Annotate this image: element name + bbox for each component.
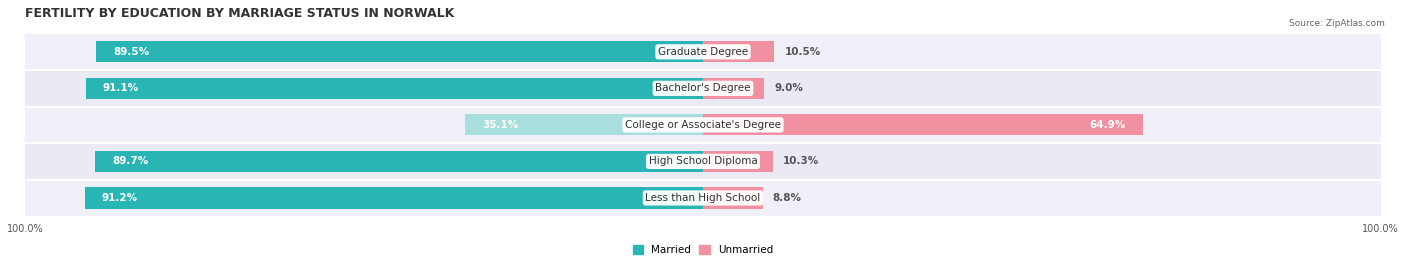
Text: 64.9%: 64.9% [1090, 120, 1126, 130]
Bar [465, 114, 703, 136]
Text: 9.0%: 9.0% [775, 83, 803, 93]
Bar [86, 78, 703, 99]
Bar [84, 187, 703, 208]
Text: 89.5%: 89.5% [114, 47, 149, 57]
Text: Graduate Degree: Graduate Degree [658, 47, 748, 57]
Bar [703, 151, 773, 172]
Text: Less than High School: Less than High School [645, 193, 761, 203]
Bar [703, 187, 762, 208]
Bar [25, 34, 1381, 70]
Legend: Married, Unmarried: Married, Unmarried [628, 240, 778, 259]
Bar [25, 180, 1381, 216]
Text: 91.2%: 91.2% [101, 193, 138, 203]
Bar [703, 114, 1143, 136]
Text: 91.1%: 91.1% [103, 83, 139, 93]
Text: 35.1%: 35.1% [482, 120, 519, 130]
Text: 10.5%: 10.5% [785, 47, 821, 57]
Text: Source: ZipAtlas.com: Source: ZipAtlas.com [1289, 19, 1385, 28]
Bar [25, 70, 1381, 107]
Bar [25, 143, 1381, 180]
Bar [97, 41, 703, 62]
Text: High School Diploma: High School Diploma [648, 156, 758, 167]
Text: 10.3%: 10.3% [783, 156, 820, 167]
Bar [96, 151, 703, 172]
Bar [703, 41, 775, 62]
Text: College or Associate's Degree: College or Associate's Degree [626, 120, 780, 130]
Text: Bachelor's Degree: Bachelor's Degree [655, 83, 751, 93]
Bar [703, 78, 763, 99]
Bar [25, 107, 1381, 143]
Text: FERTILITY BY EDUCATION BY MARRIAGE STATUS IN NORWALK: FERTILITY BY EDUCATION BY MARRIAGE STATU… [25, 7, 454, 20]
Text: 89.7%: 89.7% [112, 156, 148, 167]
Text: 8.8%: 8.8% [773, 193, 801, 203]
